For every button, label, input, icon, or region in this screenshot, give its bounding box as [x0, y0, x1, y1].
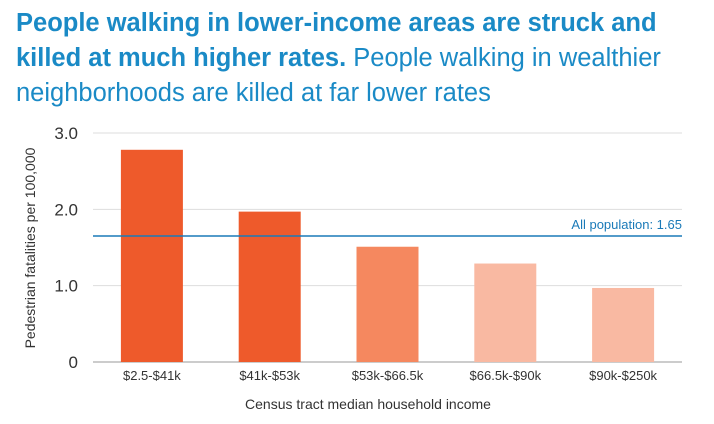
reference-line-group: All population: 1.65 — [93, 217, 682, 237]
x-axis-label: Census tract median household income — [245, 396, 491, 412]
bar — [238, 211, 301, 362]
y-tick-labels: 0 1.0 2.0 3.0 — [54, 124, 78, 372]
x-tick-label: $2.5-$41k — [123, 368, 181, 383]
bars — [120, 149, 655, 362]
bar — [592, 287, 655, 362]
bar — [356, 246, 419, 362]
reference-line-label: All population: 1.65 — [571, 217, 682, 232]
chart-title: People walking in lower-income areas are… — [16, 6, 706, 111]
y-axis-label: Pedestrian fatalities per 100,000 — [22, 147, 38, 348]
bar — [474, 263, 537, 362]
x-tick-label: $90k-$250k — [589, 368, 657, 383]
y-tick-label: 0 — [69, 353, 78, 372]
bar — [120, 149, 183, 362]
x-tick-label: $53k-$66.5k — [352, 368, 424, 383]
x-tick-label: $41k-$53k — [239, 368, 300, 383]
x-tick-labels: $2.5-$41k $41k-$53k $53k-$66.5k $66.5k-$90k… — [123, 368, 658, 383]
title-lead: People walking in lower-income areas are… — [16, 9, 657, 72]
y-tick-label: 1.0 — [54, 277, 78, 296]
y-tick-label: 2.0 — [54, 200, 78, 219]
title-rest: People walking in wealthier neighborhood… — [16, 44, 661, 107]
x-tick-label: $66.5k-$90k — [470, 368, 542, 383]
y-tick-label: 3.0 — [54, 124, 78, 143]
